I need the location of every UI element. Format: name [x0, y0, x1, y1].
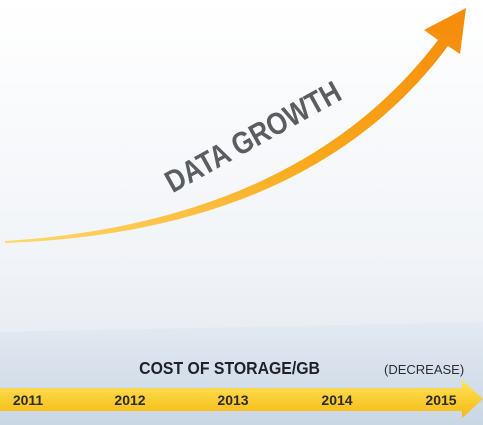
timeline: 2011 2012 2013 2014 2015 [13, 392, 457, 408]
timeline-arrow [0, 380, 483, 418]
timeline-year: 2014 [321, 392, 352, 408]
timeline-year: 2012 [114, 392, 145, 408]
timeline-year: 2011 [13, 392, 44, 408]
timeline-year: 2015 [425, 392, 456, 408]
footer-title: COST OF STORAGE/GB [139, 358, 320, 378]
timeline-year: 2013 [217, 392, 248, 408]
growth-arrow [5, 8, 466, 243]
footer-note: (DECREASE) [384, 362, 464, 377]
